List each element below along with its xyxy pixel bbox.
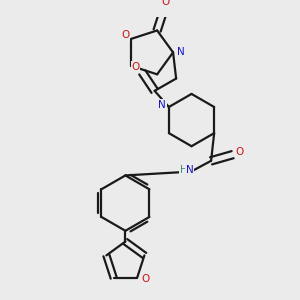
Text: N: N: [186, 165, 194, 175]
Text: O: O: [131, 62, 140, 72]
Text: O: O: [142, 274, 150, 284]
Text: O: O: [161, 0, 170, 7]
Text: N: N: [177, 47, 184, 57]
Text: H: H: [180, 165, 187, 175]
Text: N: N: [158, 100, 166, 110]
Text: O: O: [235, 147, 244, 157]
Text: O: O: [121, 30, 129, 40]
